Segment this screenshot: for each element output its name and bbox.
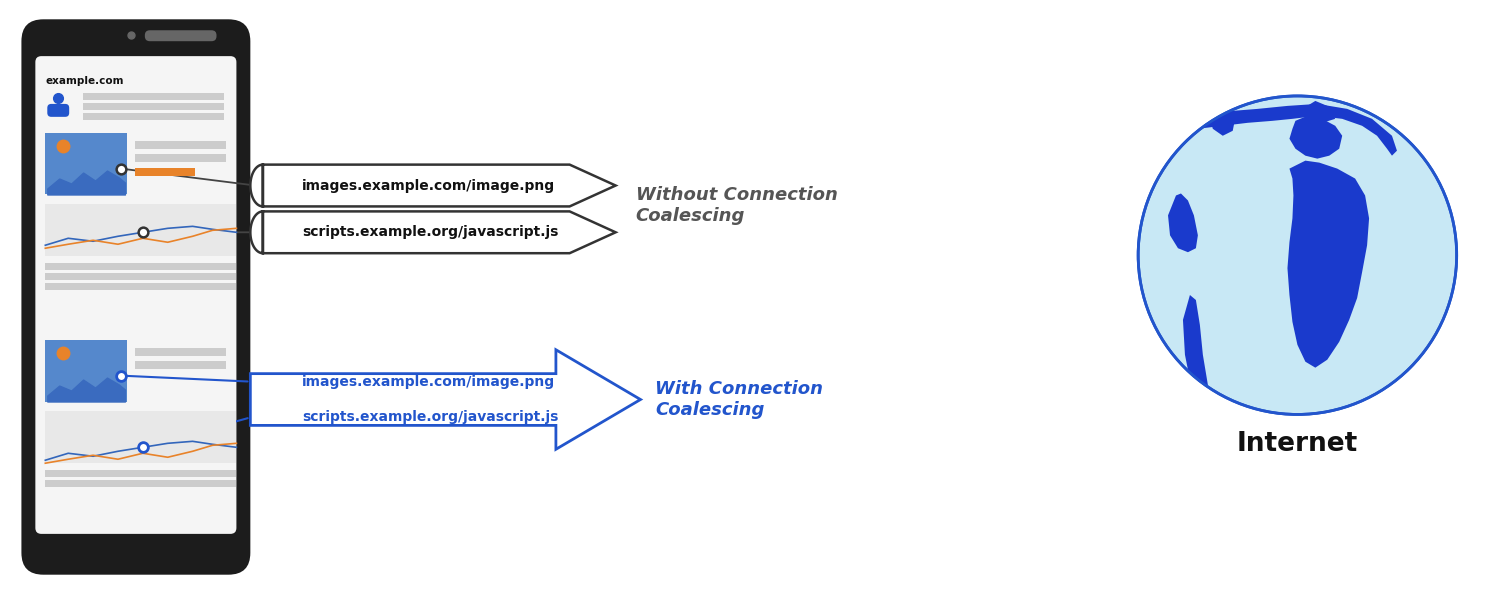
Polygon shape [1300, 101, 1336, 123]
Bar [135, 361, 226, 369]
Bar [45, 273, 236, 280]
Polygon shape [1290, 116, 1342, 159]
FancyBboxPatch shape [36, 56, 236, 534]
Bar [45, 133, 127, 195]
Bar [45, 470, 236, 477]
Polygon shape [250, 350, 640, 449]
Text: images.example.com/image.png: images.example.com/image.png [302, 375, 555, 388]
Circle shape [1138, 96, 1457, 415]
Text: images.example.com/image.png: images.example.com/image.png [302, 178, 555, 193]
Polygon shape [1168, 193, 1198, 252]
Bar [45, 263, 236, 270]
Text: Internet: Internet [1237, 431, 1358, 457]
FancyBboxPatch shape [145, 30, 217, 41]
Polygon shape [1150, 104, 1397, 156]
Text: Without Connection
Coalescing: Without Connection Coalescing [636, 186, 838, 225]
Bar [135, 141, 226, 149]
Polygon shape [1288, 161, 1369, 368]
FancyBboxPatch shape [21, 20, 250, 575]
Bar [135, 154, 226, 162]
Bar [84, 113, 224, 120]
Bar [84, 93, 224, 100]
Bar [84, 103, 224, 110]
Text: scripts.example.org/javascript.js: scripts.example.org/javascript.js [302, 410, 558, 425]
Bar [45, 340, 127, 401]
Polygon shape [1210, 109, 1236, 136]
Polygon shape [250, 165, 616, 206]
Bar [45, 205, 236, 256]
Polygon shape [1183, 295, 1210, 425]
Text: scripts.example.org/javascript.js: scripts.example.org/javascript.js [302, 225, 558, 240]
Bar [45, 480, 236, 487]
Text: With Connection
Coalescing: With Connection Coalescing [655, 380, 823, 419]
FancyBboxPatch shape [48, 104, 69, 117]
Bar [135, 168, 194, 176]
Text: example.com: example.com [45, 76, 124, 86]
Bar [135, 347, 226, 356]
Bar [45, 283, 236, 290]
Bar [45, 412, 236, 463]
Polygon shape [250, 211, 616, 253]
